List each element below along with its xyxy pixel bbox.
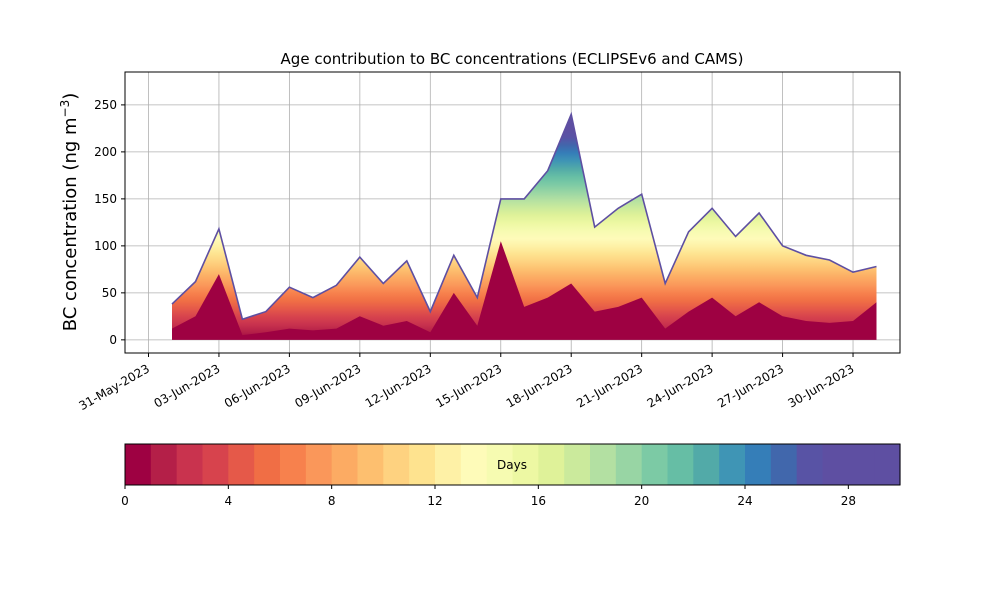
colorbar-cell: [693, 444, 720, 485]
colorbar-cell: [254, 444, 281, 485]
chart-title: Age contribution to BC concentrations (E…: [281, 50, 744, 68]
colorbar-tick-label: 24: [737, 494, 752, 508]
colorbar-cell: [615, 444, 643, 485]
y-tick-label: 0: [109, 333, 117, 347]
y-tick-label: 150: [94, 192, 117, 206]
colorbar-cell: [305, 444, 333, 485]
plot-frame: [124, 71, 901, 354]
colorbar-cell: [331, 444, 359, 485]
fresh-contribution-area: [172, 241, 877, 340]
y-tick-label: 100: [94, 239, 117, 253]
colorbar: Days 0 4 8 12 16 20 24 28: [121, 443, 901, 508]
y-tick-label: 200: [94, 145, 117, 159]
colorbar-cell: [150, 444, 178, 485]
y-axis-label-main: BC concentration (ng m: [60, 117, 81, 331]
colorbar-cell: [357, 444, 384, 485]
colorbar-cell: [435, 444, 462, 485]
colorbar-cell: [641, 444, 669, 485]
colorbar-cell: [409, 444, 436, 485]
colorbar-cell: [745, 444, 772, 485]
colorbar-tick-label: 4: [225, 494, 233, 508]
x-tick-label: 30-Jun-2023: [786, 361, 857, 410]
colorbar-cell: [667, 444, 694, 485]
colorbar-label: Days: [497, 458, 527, 472]
colorbar-tick-label: 28: [841, 494, 856, 508]
x-tick-label: 21-Jun-2023: [574, 361, 645, 410]
x-tick-label: 18-Jun-2023: [504, 361, 575, 410]
colorbar-tick-label: 16: [531, 494, 546, 508]
x-tick-label: 12-Jun-2023: [363, 361, 434, 410]
x-tick-label: 24-Jun-2023: [645, 361, 716, 410]
y-axis-label: BC concentration (ng m−3): [58, 93, 81, 332]
x-axis-ticks: 31-May-2023 03-Jun-2023 06-Jun-2023 09-Jun-…: [77, 353, 857, 413]
x-tick-label: 03-Jun-2023: [151, 361, 222, 410]
colorbar-cell: [486, 444, 514, 485]
colorbar-tick-label: 20: [634, 494, 649, 508]
colorbar-cells: [125, 444, 901, 485]
x-tick-label: 09-Jun-2023: [292, 361, 363, 410]
area-series: [171, 111, 877, 340]
colorbar-cell: [512, 444, 539, 485]
colorbar-cell: [796, 444, 824, 485]
aged-contribution-area: [172, 114, 877, 340]
colorbar-cell: [202, 444, 229, 485]
x-tick-label: 31-May-2023: [77, 361, 152, 413]
y-axis-ticks: 0 50 100 150 200 250: [94, 98, 125, 347]
colorbar-tick-label: 8: [328, 494, 336, 508]
colorbar-cell: [383, 444, 410, 485]
colorbar-cell: [125, 444, 152, 485]
y-axis-label-close: ): [60, 93, 81, 100]
colorbar-cell: [770, 444, 798, 485]
colorbar-cell: [848, 444, 875, 485]
colorbar-cell: [590, 444, 617, 485]
colorbar-cell: [460, 444, 488, 485]
colorbar-cell: [874, 444, 901, 485]
plot-area: 0 50 100 150 200 250 31-May-2023 03-Jun-2023 06…: [77, 71, 901, 413]
colorbar-cell: [822, 444, 849, 485]
x-tick-label: 27-Jun-2023: [715, 361, 786, 410]
x-tick-label: 06-Jun-2023: [222, 361, 293, 410]
total-concentration-line: [171, 111, 877, 321]
colorbar-cell: [719, 444, 746, 485]
colorbar-cell: [176, 444, 204, 485]
x-tick-label: 15-Jun-2023: [433, 361, 504, 410]
colorbar-tick-label: 12: [427, 494, 442, 508]
y-tick-label: 250: [94, 98, 117, 112]
y-tick-label: 50: [102, 286, 117, 300]
colorbar-cell: [538, 444, 565, 485]
colorbar-tick-label: 0: [121, 494, 129, 508]
colorbar-cell: [228, 444, 255, 485]
colorbar-cell: [564, 444, 591, 485]
y-axis-label-exponent: −3: [58, 100, 72, 118]
colorbar-cell: [280, 444, 307, 485]
colorbar-frame: [124, 443, 901, 486]
colorbar-ticks: 0 4 8 12 16 20 24 28: [121, 485, 856, 508]
